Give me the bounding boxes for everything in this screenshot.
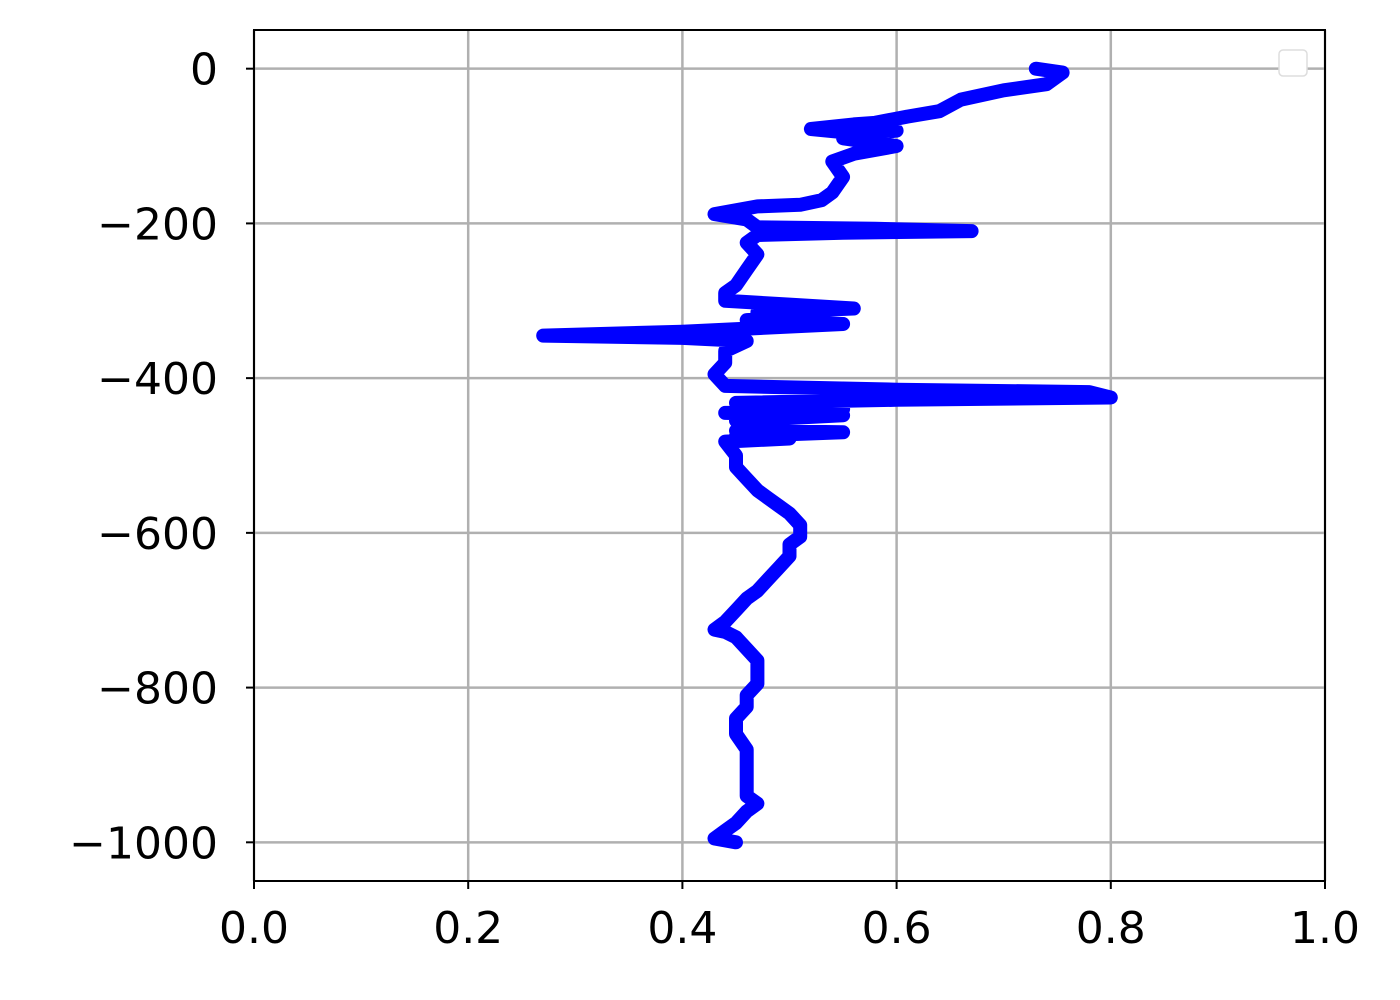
- y-tick-label: −600: [97, 509, 218, 560]
- x-tick-label: 1.0: [1290, 903, 1360, 954]
- axes-frame: [253, 29, 1326, 882]
- x-tick-label: 0.4: [647, 903, 717, 954]
- plot-area: [536, 61, 1118, 850]
- y-tick-label: −800: [97, 664, 218, 715]
- y-tick-label: −200: [97, 199, 218, 250]
- x-axis: 0.0 0.2 0.4 0.6 0.8 1.0: [219, 881, 1360, 954]
- x-tick-label: 0.6: [862, 903, 932, 954]
- x-tick-label: 0.2: [433, 903, 503, 954]
- y-axis: 0 −200 −400 −600 −800 −1000: [69, 45, 254, 869]
- x-tick-label: 0.8: [1076, 903, 1146, 954]
- y-tick-label: −1000: [69, 818, 218, 869]
- x-tick-label: 0.0: [219, 903, 289, 954]
- series-line: [536, 61, 1118, 850]
- legend: [1278, 49, 1308, 77]
- y-tick-label: 0: [190, 45, 218, 96]
- y-tick-label: −400: [97, 354, 218, 405]
- grid: [252, 30, 1327, 881]
